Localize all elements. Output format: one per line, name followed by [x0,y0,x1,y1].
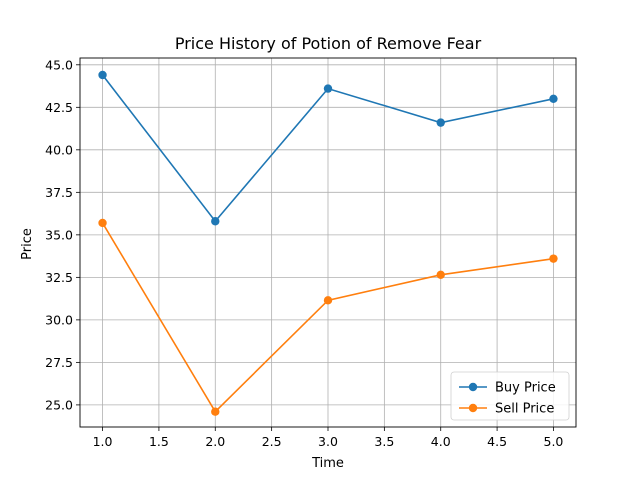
buy-price-legend-marker [468,382,478,392]
sell-price-point [211,407,220,416]
buy-price-point [323,84,333,93]
y-tick-label: 45.0 [45,57,73,72]
x-tick-label: 3.0 [318,434,338,449]
sell-price-point [323,296,333,305]
x-tick-label: 1.5 [149,434,169,449]
x-tick-label: 5.0 [544,434,564,449]
y-tick-label: 40.0 [45,142,73,157]
x-tick-label: 2.0 [205,434,225,449]
x-axis-label: Time [311,456,344,471]
y-tick-label: 42.5 [45,100,73,115]
y-tick-label: 35.0 [45,227,73,242]
y-tick-label: 27.5 [45,355,73,370]
y-axis-label: Price [20,228,35,260]
x-tick-label: 4.5 [487,434,507,449]
buy-price-point [549,94,558,104]
sell-price-legend-label: Sell Price [495,402,554,417]
sell-price-point [436,270,445,280]
buy-price-point [436,118,445,127]
sell-price-point [98,218,107,228]
axis-ticks: 1.0 1.5 2.0 2.5 3.0 3.5 4.0 4.5 5.0 25.0 27.5 30.0 3… [45,57,563,449]
chart-title: Price History of Potion of Remove Fear [175,34,482,53]
x-tick-label: 4.0 [431,434,451,449]
x-tick-label: 2.5 [262,434,282,449]
legend: Buy Price Sell Price [450,371,570,421]
buy-price-legend-label: Buy Price [495,381,556,396]
x-tick-label: 1.0 [93,434,113,449]
y-tick-label: 37.5 [45,185,73,200]
y-tick-label: 30.0 [45,312,73,327]
y-tick-label: 32.5 [45,270,73,285]
sell-price-legend-marker [468,403,478,413]
x-tick-label: 3.5 [374,434,394,449]
sell-price-point [549,254,558,263]
y-tick-label: 25.0 [45,397,73,412]
buy-price-point [211,217,220,226]
buy-price-point [98,70,107,80]
series-layer [98,70,558,416]
